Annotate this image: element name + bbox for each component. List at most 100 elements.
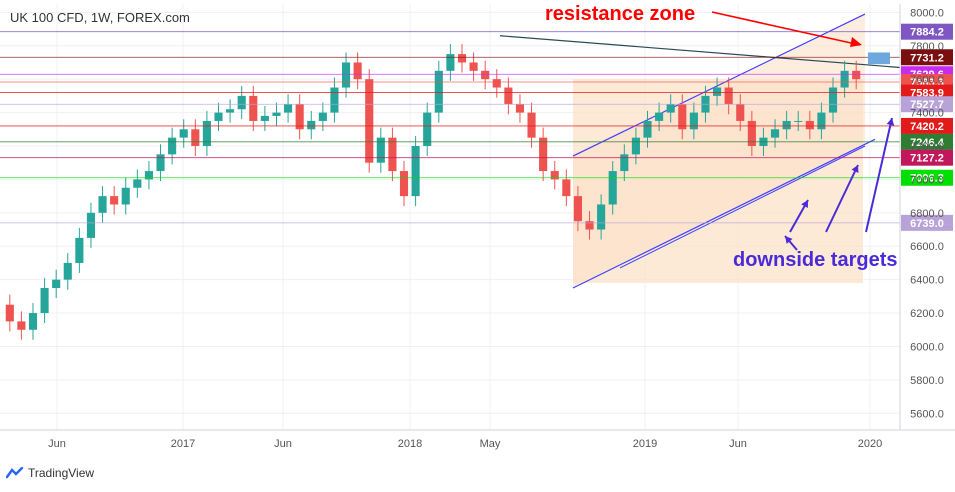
candle-body (272, 112, 281, 116)
tradingview-logo-icon (6, 467, 24, 479)
y-tick-label: 6600.0 (910, 241, 944, 253)
candle-body (805, 120, 814, 130)
x-tick-label: 2020 (858, 438, 882, 450)
candle-body (63, 262, 72, 280)
y-tick-label: 6800.0 (910, 208, 944, 220)
candle-body (550, 171, 559, 180)
candle-body (86, 212, 96, 238)
candle-body (226, 109, 235, 113)
candle-body (631, 137, 640, 155)
candle-body (770, 129, 780, 138)
y-tick-label: 6000.0 (910, 341, 944, 353)
annotation-resistance: resistance zone (545, 3, 695, 25)
price-level-label: 7884.2 (910, 27, 944, 39)
candle-body (28, 313, 38, 330)
candle-body (307, 120, 316, 130)
y-tick-label: 7200.0 (910, 141, 944, 153)
resistance-box (868, 52, 890, 65)
y-tick-label: 7400.0 (910, 108, 944, 120)
price-level-tag (901, 169, 953, 186)
chart-title: UK 100 CFD, 1W, FOREX.com (10, 10, 190, 25)
x-tick-label: Jun (274, 438, 292, 450)
candle-body (318, 112, 327, 121)
price-level-label: 6739.0 (910, 218, 944, 230)
price-level-label: 7006.3 (910, 173, 944, 185)
candle-body (388, 137, 397, 172)
arrowhead-resistance (850, 37, 862, 47)
annotation-downside: downside targets (733, 249, 897, 271)
y-tick-label: 7600.0 (910, 74, 944, 86)
price-level-tag (901, 214, 953, 231)
price-level-tag (901, 133, 953, 150)
tradingview-footer[interactable]: TradingView (6, 466, 94, 480)
candle-body (655, 112, 664, 121)
candle-body (110, 196, 119, 205)
arrowhead-downside (785, 236, 793, 244)
candle-body (341, 62, 351, 88)
candle-body (214, 112, 223, 121)
candle-body (573, 196, 582, 222)
candle-body (817, 112, 826, 130)
candle-body (260, 115, 269, 121)
x-tick-label: Jun (729, 438, 747, 450)
candle-body (643, 120, 652, 138)
candle-body (75, 237, 84, 263)
channel-upper (572, 13, 866, 157)
candle-body (562, 179, 571, 197)
candle-body (156, 154, 165, 172)
price-level-label: 7527.7 (910, 99, 944, 111)
price-level-label: 7246.4 (910, 137, 945, 149)
y-tick-label: 5600.0 (910, 408, 944, 420)
candle-body (5, 304, 14, 322)
candle-body (98, 196, 107, 213)
arrowhead-downside (886, 118, 895, 126)
candle-body (782, 120, 791, 130)
y-tick-label: 6400.0 (910, 275, 944, 287)
candle-body (736, 104, 745, 121)
candle-body (191, 129, 200, 146)
candle-body (689, 112, 698, 130)
candle-body (666, 104, 675, 113)
candle-body (852, 70, 861, 80)
price-level-label: 7127.2 (910, 153, 944, 165)
y-tick-label: 7800.0 (910, 41, 944, 53)
candle-body (828, 87, 838, 113)
candle-body (747, 120, 756, 146)
x-tick-label: 2019 (633, 438, 657, 450)
candle-body (399, 171, 409, 197)
candle-body (40, 288, 49, 314)
candle-body (52, 279, 61, 288)
y-tick-label: 6200.0 (910, 308, 944, 320)
price-level-tag (901, 23, 953, 40)
tradingview-brand: TradingView (28, 466, 95, 480)
candle-body (678, 104, 687, 130)
candle-body (133, 179, 142, 188)
candle-body (423, 112, 432, 146)
price-level-tag (901, 96, 953, 113)
candle-body (713, 87, 722, 96)
candle-body (179, 129, 188, 138)
x-tick-label: Jun (48, 438, 66, 450)
arrowhead-downside (851, 165, 859, 173)
candle-body (17, 321, 26, 330)
candle-body (376, 137, 385, 163)
candle-body (492, 79, 501, 88)
candle-body (353, 62, 362, 80)
candle-body (121, 187, 130, 205)
candle-body (724, 87, 733, 105)
candle-body (620, 154, 629, 172)
candle-body (527, 112, 536, 138)
channel-lower (572, 138, 876, 289)
candle-body (446, 54, 455, 71)
candle-body (411, 146, 420, 197)
y-tick-label: 5800.0 (910, 375, 944, 387)
candle-body (434, 70, 443, 113)
x-tick-label: May (480, 438, 501, 450)
candle-body (144, 171, 153, 180)
candle-body (504, 87, 513, 105)
trendline (499, 35, 901, 69)
candle-body (249, 95, 258, 121)
candle-body (608, 171, 617, 205)
